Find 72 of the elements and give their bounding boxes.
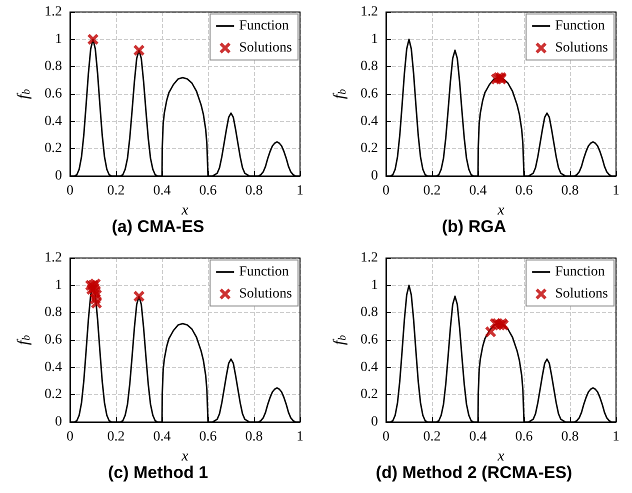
y-tick-label: 1: [55, 278, 62, 293]
x-axis-title: x: [180, 202, 189, 218]
y-tick-label: 0.8: [360, 305, 378, 320]
x-tick-label: 0: [382, 430, 390, 444]
text: (b) RGA: [442, 217, 506, 236]
y-tick-label: 0.4: [360, 114, 378, 129]
x-tick-label: 0.2: [423, 184, 441, 198]
x-tick-label: 0.2: [107, 430, 125, 444]
y-tick-label: 0: [371, 168, 378, 184]
y-tick-label: 1.2: [44, 4, 62, 20]
x-tick-label: 0.4: [153, 430, 171, 444]
y-tick-label: 0.4: [44, 360, 62, 375]
x-tick-label: 0.2: [107, 184, 125, 198]
y-tick-label: 0: [371, 414, 378, 430]
x-axis-title: x: [496, 448, 505, 464]
x-tick-label: 0.4: [469, 430, 487, 444]
text: (d) Method 2 (RCMA-ES): [376, 463, 572, 482]
legend-label: Solutions: [239, 40, 292, 56]
x-tick-label: 0.8: [561, 184, 579, 198]
x-tick-label: 0.8: [245, 184, 263, 198]
legend-label: Solutions: [555, 286, 608, 302]
y-tick-label: 0.8: [44, 305, 62, 320]
x-tick-label: 0.4: [469, 184, 487, 198]
y-tick-label: 0.8: [44, 59, 62, 74]
legend-label: Function: [239, 18, 289, 34]
y-axis-title: fb: [15, 88, 32, 99]
x-tick-label: 0.4: [153, 184, 171, 198]
x-axis-title: x: [496, 202, 505, 218]
x-tick-label: 0: [382, 184, 390, 198]
x-tick-label: 0: [66, 430, 74, 444]
y-tick-label: 0.4: [360, 360, 378, 375]
y-tick-label: 0.2: [44, 141, 62, 156]
legend-label: Function: [555, 264, 605, 280]
text: (a) CMA-ES: [112, 217, 204, 236]
y-tick-label: 0.2: [360, 387, 378, 402]
x-tick-label: 1: [296, 430, 304, 444]
y-tick-label: 0.2: [44, 387, 62, 402]
legend-label: Solutions: [555, 40, 608, 56]
legend-label: Function: [239, 264, 289, 280]
y-axis-title: fb: [15, 334, 32, 345]
x-tick-label: 0: [66, 184, 74, 198]
y-tick-label: 0.8: [360, 59, 378, 74]
x-axis-title: x: [180, 448, 189, 464]
y-tick-label: 1: [371, 278, 378, 293]
y-tick-label: 0.6: [360, 86, 378, 102]
y-tick-label: 1: [371, 32, 378, 47]
legend-label: Solutions: [239, 286, 292, 302]
x-tick-label: 0.6: [515, 184, 533, 198]
x-tick-label: 1: [296, 184, 304, 198]
y-axis-title: fb: [331, 88, 348, 99]
y-tick-label: 1.2: [44, 250, 62, 266]
y-tick-label: 1: [55, 32, 62, 47]
y-tick-label: 0.4: [44, 114, 62, 129]
y-tick-label: 0.6: [44, 86, 62, 102]
y-tick-label: 0.6: [44, 332, 62, 348]
x-tick-label: 0.8: [245, 430, 263, 444]
x-tick-label: 0.2: [423, 430, 441, 444]
x-tick-label: 0.8: [561, 430, 579, 444]
x-tick-label: 1: [612, 184, 620, 198]
y-tick-label: 0.6: [360, 332, 378, 348]
x-tick-label: 0.6: [199, 430, 217, 444]
y-tick-label: 0: [55, 414, 62, 430]
y-tick-label: 1.2: [360, 4, 378, 20]
text: (c) Method 1: [108, 463, 208, 482]
legend-label: Function: [555, 18, 605, 34]
x-tick-label: 0.6: [199, 184, 217, 198]
y-axis-title: fb: [331, 334, 348, 345]
y-tick-label: 0.2: [360, 141, 378, 156]
x-tick-label: 1: [612, 430, 620, 444]
y-tick-label: 1.2: [360, 250, 378, 266]
x-tick-label: 0.6: [515, 430, 533, 444]
y-tick-label: 0: [55, 168, 62, 184]
